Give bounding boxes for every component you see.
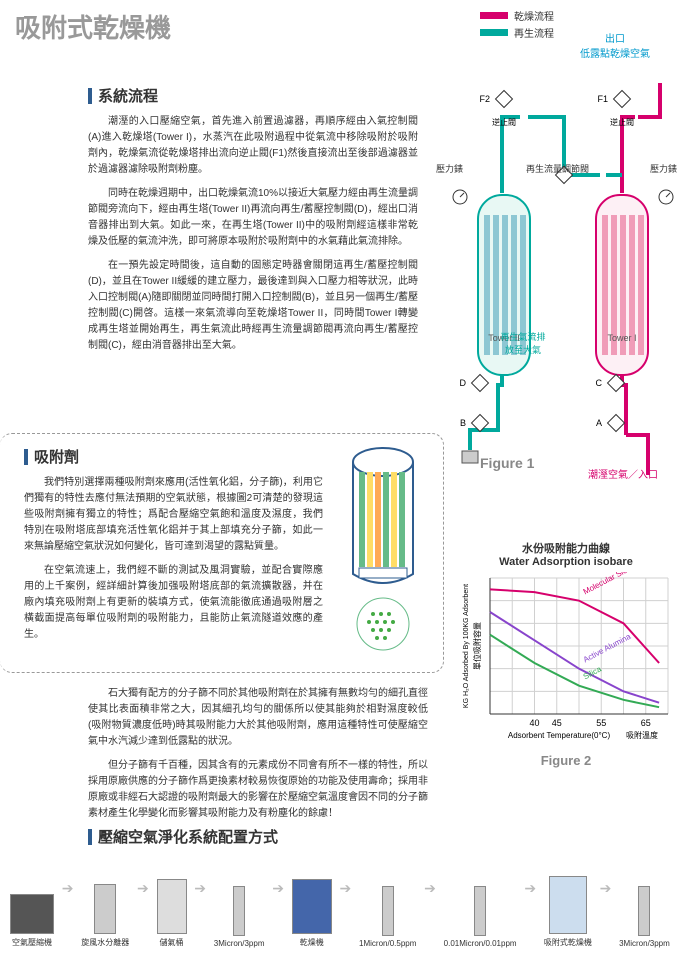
equipment-label: 旋風水分離器 <box>81 937 129 948</box>
svg-text:KG H₂O Adsorbed By 100KG Adsor: KG H₂O Adsorbed By 100KG Adsorbent <box>463 584 470 708</box>
svg-text:Tower I: Tower I <box>607 333 636 343</box>
page-title: 吸附式乾燥機 <box>15 8 171 45</box>
equipment-label: 吸附式乾燥機 <box>544 937 592 948</box>
pipeline-equipment: 3Micron/3ppm <box>214 886 265 948</box>
equipment-label: 3Micron/3ppm <box>619 939 670 948</box>
figure2-title-zh: 水份吸附能力曲線 <box>456 540 676 556</box>
svg-text:F2: F2 <box>479 94 490 104</box>
svg-text:40: 40 <box>529 718 539 728</box>
section1-p2: 同時在乾燥週期中，出口乾燥氣流10%以接近大氣壓力經由再生流量調節閥旁流向下，經… <box>88 186 418 250</box>
svg-text:Active Alumina: Active Alumina <box>582 632 633 665</box>
inlet-label: 潮溼空氣／入口 <box>588 466 658 481</box>
pipeline-arrow: ➔ <box>600 880 612 897</box>
section1-p3: 在一預先設定時間後，這自動的固態定時器會關閉這再生/蓄壓控制閥(D)，並且在To… <box>88 258 418 354</box>
legend-swatch-dry <box>480 12 508 19</box>
section3-heading: 壓縮空氣淨化系統配置方式 <box>88 826 278 847</box>
pipeline-equipment: 乾燥機 <box>292 879 332 948</box>
pipeline-equipment: 儲氣桶 <box>157 879 187 948</box>
pipeline-arrow: ➔ <box>137 880 149 897</box>
pipeline-equipment: 吸附式乾燥機 <box>544 876 592 948</box>
adsorbent-cylinder-illustration <box>335 444 431 664</box>
svg-text:C: C <box>596 378 603 388</box>
equipment-label: 儲氣桶 <box>160 937 184 948</box>
pipeline-equipment: 0.01Micron/0.01ppm <box>444 886 517 948</box>
figure2-title-en: Water Adsorption isobare <box>456 556 676 568</box>
adsorbent-heading: 吸附劑 <box>24 446 323 467</box>
section1-p1: 潮溼的入口壓縮空氣，首先進入前置過濾器，再順序經由入氣控制閥(A)進入乾燥塔(T… <box>88 114 418 178</box>
figure1-caption: Figure 1 <box>480 455 534 471</box>
pipeline-arrow: ➔ <box>272 880 284 897</box>
svg-text:F1: F1 <box>597 94 608 104</box>
svg-text:單位吸附容量: 單位吸附容量 <box>472 622 482 670</box>
adsorbent-p1: 我們特別選擇兩種吸附劑來應用(活性氧化鋁，分子篩)，利用它們獨有的特性去應付無法… <box>24 475 323 555</box>
svg-text:D: D <box>460 378 467 388</box>
figure2-container: 水份吸附能力曲線 Water Adsorption isobare 40 45 55… <box>456 540 676 768</box>
pipeline-arrow: ➔ <box>340 880 352 897</box>
equipment-label: 乾燥機 <box>300 937 324 948</box>
section2-p1: 石大獨有配方的分子篩不同於其他吸附劑在於其擁有無數均勻的細孔直徑使其比表面積非常… <box>88 686 428 750</box>
process-legend: 乾燥流程 再生流程 <box>480 8 554 42</box>
pressure-gauge-label-left: 壓力錶 <box>436 162 463 175</box>
equipment-label: 1Micron/0.5ppm <box>359 939 416 948</box>
figure2-chart: 40455565Molecular SieveActive AluminaSil… <box>456 572 676 744</box>
section-molecular-sieve: 石大獨有配方的分子篩不同於其他吸附劑在於其擁有無數均勻的細孔直徑使其比表面積非常… <box>88 686 428 830</box>
pipeline-arrow: ➔ <box>194 880 206 897</box>
figure1-system-diagram: Tower II Tower I F2F1DCBA逆止閥逆止閥 <box>440 60 680 500</box>
svg-text:逆止閥: 逆止閥 <box>610 117 634 127</box>
svg-text:吸附溫度: 吸附溫度 <box>626 730 658 740</box>
equipment-label: 空氣壓縮機 <box>12 937 52 948</box>
section-system-process: 系統流程 潮溼的入口壓縮空氣，首先進入前置過濾器，再順序經由入氣控制閥(A)進入… <box>88 85 418 362</box>
pressure-gauge-label-right: 壓力錶 <box>650 162 677 175</box>
legend-label-dry: 乾燥流程 <box>514 8 554 23</box>
pipeline-equipment: 旋風水分離器 <box>81 884 129 948</box>
pipeline-arrow: ➔ <box>424 880 436 897</box>
section-adsorbent: 吸附劑 我們特別選擇兩種吸附劑來應用(活性氧化鋁，分子篩)，利用它們獨有的特性去… <box>0 433 444 673</box>
outlet-label: 出口 低露點乾燥空氣 <box>580 30 650 60</box>
regen-exhaust-label: 再生氣流排放至大氣 <box>498 330 548 356</box>
equipment-label: 0.01Micron/0.01ppm <box>444 939 517 948</box>
svg-text:Adsorbent Temperature(0°C): Adsorbent Temperature(0°C) <box>508 731 611 740</box>
svg-text:Molecular Sieve: Molecular Sieve <box>582 572 637 596</box>
legend-label-regen: 再生流程 <box>514 25 554 40</box>
pipeline-arrow: ➔ <box>62 880 74 897</box>
pipeline-equipment: 1Micron/0.5ppm <box>359 886 416 948</box>
svg-text:B: B <box>460 418 466 428</box>
equipment-label: 3Micron/3ppm <box>214 939 265 948</box>
pipeline-diagram: 空氣壓縮機 ➔ 旋風水分離器 ➔ 儲氣桶 ➔ 3Micron/3ppm ➔ 乾燥機 ➔ 1Micro… <box>10 848 670 948</box>
pipeline-equipment: 3Micron/3ppm <box>619 886 670 948</box>
legend-swatch-regen <box>480 29 508 36</box>
svg-text:逆止閥: 逆止閥 <box>492 117 516 127</box>
pipeline-arrow: ➔ <box>524 880 536 897</box>
pipeline-equipment: 空氣壓縮機 <box>10 894 54 948</box>
adsorbent-p2: 在空氣流速上，我們經不斷的測試及風洞實驗，並配合實際應用的上千案例，經詳細計算後… <box>24 563 323 643</box>
outlet-line1: 出口 <box>580 30 650 45</box>
section2-p2: 但分子篩有千百種，因其含有的元素成份不同會有所不一樣的特性，所以採用原廠供應的分… <box>88 758 428 822</box>
svg-text:55: 55 <box>596 718 606 728</box>
outlet-line2: 低露點乾燥空氣 <box>580 45 650 60</box>
section1-heading: 系統流程 <box>88 85 418 106</box>
svg-text:65: 65 <box>641 718 651 728</box>
regen-flow-valve-label: 再生流量調節閥 <box>526 162 589 175</box>
svg-text:A: A <box>596 418 602 428</box>
svg-text:45: 45 <box>552 718 562 728</box>
figure2-caption: Figure 2 <box>456 753 676 768</box>
